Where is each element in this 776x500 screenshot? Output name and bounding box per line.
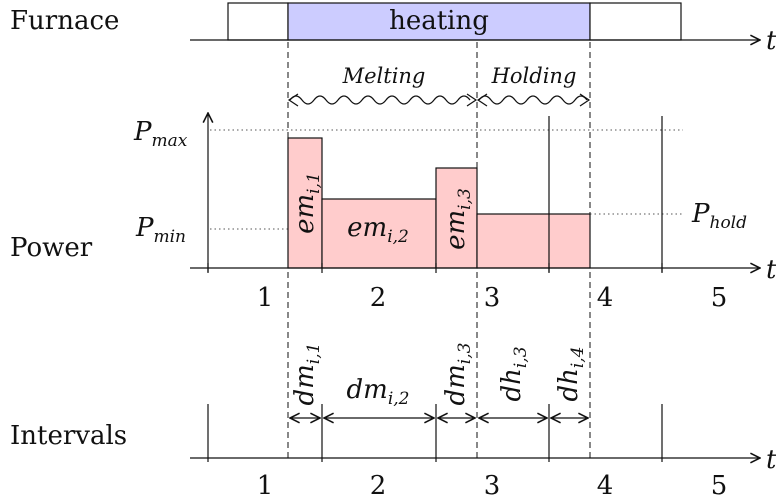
- power-slot-number-2: 2: [370, 283, 387, 313]
- duration-label-dm3: dmi,3: [441, 343, 475, 406]
- power-slot-number-4: 4: [597, 283, 614, 313]
- phold-label: Phold: [691, 199, 747, 233]
- furnace-t-label: t: [766, 26, 776, 56]
- furnace-label: Furnace: [10, 6, 119, 36]
- interval-slot-number-1: 1: [257, 471, 274, 500]
- segment-label-em1: emi,1: [290, 172, 324, 234]
- heating-label: heating: [389, 6, 489, 36]
- power-slot-number-5: 5: [711, 283, 728, 313]
- segment-label-em3: emi,3: [441, 188, 475, 250]
- melting-wavy-arrow: [287, 93, 478, 107]
- heating-block: [287, 2, 591, 41]
- pmin-label: Pmin: [135, 213, 186, 247]
- segment-label-em2: emi,2: [347, 213, 409, 247]
- intervals-t-label: t: [766, 445, 776, 475]
- holding-label: Holding: [491, 64, 577, 88]
- interval-slot-number-2: 2: [370, 471, 387, 500]
- interval-slot-number-5: 5: [711, 471, 728, 500]
- duration-label-dh4: dhi,4: [554, 346, 588, 401]
- melting-label: Melting: [342, 64, 426, 88]
- power-label: Power: [10, 233, 93, 263]
- power-bar-em3: [435, 167, 478, 269]
- power-slot-number-3: 3: [484, 283, 501, 313]
- duration-label-dm1: dmi,1: [290, 343, 324, 406]
- furnace-idle-block-2: [589, 2, 682, 41]
- pmax-label: Pmax: [133, 117, 188, 151]
- power-slot-number-1: 1: [257, 283, 274, 313]
- furnace-idle-block-1: [227, 2, 289, 41]
- power-t-label: t: [766, 255, 776, 285]
- duration-label-dm2: dmi,2: [347, 375, 410, 409]
- intervals-label: Intervals: [10, 421, 127, 451]
- power-bar-hold: [476, 213, 591, 269]
- interval-slot-number-4: 4: [597, 471, 614, 500]
- interval-slot-number-3: 3: [484, 471, 501, 500]
- power-ticks: [207, 263, 663, 273]
- holding-wavy-arrow: [476, 93, 591, 107]
- power-bar-em2: [321, 198, 437, 269]
- duration-label-dh3: dhi,3: [497, 346, 531, 401]
